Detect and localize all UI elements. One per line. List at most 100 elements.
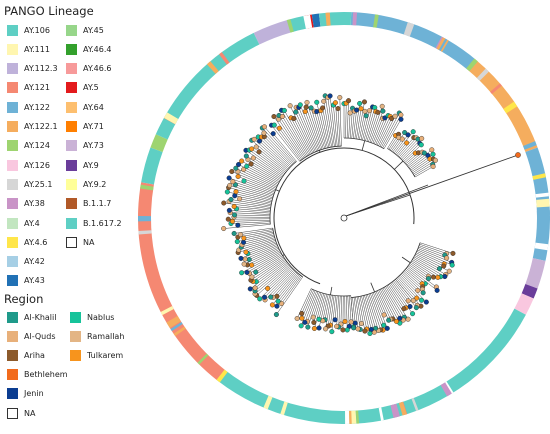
tip-branch: [339, 97, 342, 147]
tip-branch: [250, 163, 281, 181]
tip-node: [248, 161, 254, 167]
tip-node: [233, 165, 239, 171]
tip-node: [302, 319, 308, 325]
region-swatch: [7, 349, 18, 361]
tip-branch: [368, 112, 379, 142]
lineage-item-ay-71: AY.71: [66, 120, 104, 134]
tip-branch: [253, 157, 283, 178]
tip-branch: [389, 283, 407, 309]
tip-node: [235, 222, 241, 228]
tip-branch: [230, 199, 272, 207]
ring-accent: [523, 141, 537, 150]
lineage-item-ay-5: AY.5: [66, 81, 99, 95]
tip-branch: [382, 114, 402, 149]
region-swatch: [7, 311, 18, 323]
ring-accent: [411, 397, 419, 411]
tip-branch: [417, 249, 453, 266]
tip-node: [332, 317, 338, 323]
clade-arc: [299, 145, 342, 162]
ring-accent: [206, 61, 219, 74]
tip-branch: [322, 107, 331, 148]
tip-branch: [247, 249, 280, 266]
lineage-label: AY.112.3: [24, 64, 58, 74]
tip-node: [410, 129, 416, 135]
long-branch: [345, 194, 411, 217]
clade-arc: [269, 161, 297, 225]
ring-accent: [536, 210, 550, 215]
tip-branch: [366, 111, 377, 142]
tip-branch: [247, 242, 277, 254]
lineage-swatch: [66, 121, 77, 132]
tip-node: [332, 100, 338, 106]
ring-segment-ay-121: [138, 182, 226, 381]
clade-arc: [350, 278, 396, 299]
lineage-item-ay-46-4: AY.46.4: [66, 42, 111, 56]
tip-node: [265, 285, 271, 291]
lineage-label: AY.124: [24, 141, 50, 151]
tip-node: [419, 297, 425, 303]
tip-branch: [364, 295, 375, 333]
lineage-swatch: [7, 198, 18, 210]
tip-branch: [353, 110, 357, 139]
tip-node: [435, 274, 441, 280]
lineage-label: AY.73: [83, 141, 104, 151]
tip-node: [361, 99, 367, 105]
tip-branch: [235, 184, 274, 197]
region-item-al-khalil: Al-Khalil: [7, 310, 56, 324]
tip-node: [431, 274, 437, 280]
tip-branch: [305, 107, 321, 150]
tip-node: [401, 306, 407, 312]
ring-accent: [303, 14, 313, 29]
tip-branch: [281, 276, 302, 304]
region-label: Ramallah: [87, 331, 125, 341]
tip-node: [381, 312, 387, 318]
tip-node: [380, 108, 386, 114]
region-swatch: [7, 330, 18, 342]
tip-node: [402, 130, 408, 136]
clade-stem: [394, 160, 404, 170]
ring-segment-ay-126: [514, 293, 534, 315]
ring-accent: [390, 403, 400, 418]
tip-branch: [267, 266, 292, 289]
tip-branch: [250, 261, 287, 290]
region-swatch: [7, 369, 18, 381]
ring-accent: [216, 369, 228, 383]
ring-segment-ay-9: [521, 284, 538, 299]
tip-branch: [352, 297, 356, 324]
tip-branch: [408, 264, 429, 279]
ring-accent: [280, 401, 288, 416]
tip-node: [224, 189, 230, 195]
tip-node: [230, 179, 236, 185]
tip-branch: [397, 277, 417, 299]
backbone-arc: [273, 147, 415, 285]
lineage-label: AY.46.6: [83, 64, 112, 74]
tip-node: [358, 321, 364, 327]
lineage-item-ay-126: AY.126: [7, 158, 50, 172]
ring-accent: [173, 326, 186, 337]
tip-branch: [223, 202, 271, 210]
tip-node: [348, 319, 354, 325]
tip-branch: [223, 224, 271, 229]
tip-node: [405, 316, 411, 322]
tip-branch: [298, 107, 317, 152]
tip-node: [268, 294, 274, 300]
tip-node: [357, 100, 363, 106]
region-item-ariha: Ariha: [7, 348, 45, 362]
tip-branch: [346, 295, 348, 330]
ring-accent: [438, 38, 448, 51]
ring-accent: [373, 14, 379, 28]
tip-branch: [381, 112, 400, 148]
tip-branch: [333, 105, 338, 147]
ring-accent: [138, 216, 152, 222]
tip-branch: [368, 293, 381, 330]
tip-node: [226, 207, 232, 213]
tip-branch: [351, 111, 355, 139]
tip-branch: [356, 296, 362, 324]
lineage-item-ay-73: AY.73: [66, 139, 104, 153]
lineage-swatch: [7, 24, 18, 36]
ring-segment-ay-122: [350, 12, 477, 71]
tip-branch: [259, 140, 290, 169]
tip-node: [410, 298, 416, 304]
tip-node: [311, 325, 317, 331]
tip-branch: [378, 118, 392, 146]
